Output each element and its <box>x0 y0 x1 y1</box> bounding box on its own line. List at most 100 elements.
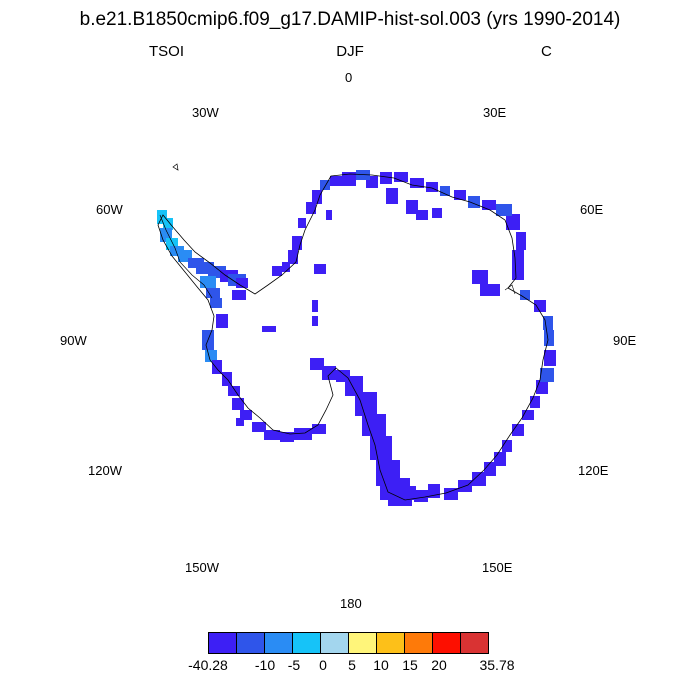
data-cell <box>240 410 252 420</box>
data-cell <box>530 396 540 408</box>
colorbar-label: 35.78 <box>479 657 515 673</box>
data-cell <box>262 326 276 332</box>
colorbar-box <box>348 632 377 654</box>
data-cell <box>306 202 316 214</box>
plot-title: b.e21.B1850cmip6.f09_g17.DAMIP-hist-sol.… <box>79 9 621 30</box>
colorbar-box <box>376 632 405 654</box>
data-cell <box>330 176 342 186</box>
data-cell <box>440 186 450 196</box>
data-cell <box>432 208 442 218</box>
data-cell <box>210 298 222 308</box>
data-cell <box>506 214 520 230</box>
data-cell <box>472 472 486 486</box>
colorbar-label: -40.28 <box>188 657 228 673</box>
colorbar-box <box>292 632 321 654</box>
colorbar-box <box>320 632 349 654</box>
colorbar-label: 15 <box>402 657 418 673</box>
data-cell <box>356 170 370 180</box>
variable-label: TSOI <box>149 43 185 60</box>
antarctica-coastline <box>157 173 549 501</box>
data-cell <box>370 436 392 460</box>
colorbar-box <box>264 632 293 654</box>
data-cell <box>163 218 173 230</box>
island-outline <box>172 163 179 171</box>
season-label: DJF <box>336 43 364 60</box>
colorbar-label: 10 <box>373 657 389 673</box>
data-cell <box>540 368 554 382</box>
data-cell <box>544 350 556 366</box>
data-cell <box>394 172 408 182</box>
data-cell <box>454 190 466 200</box>
data-cell <box>280 432 294 442</box>
data-cell <box>310 358 324 370</box>
colorbar <box>208 632 489 654</box>
colorbar-label: -5 <box>287 657 301 673</box>
data-cell <box>312 300 318 312</box>
data-cell <box>496 204 512 216</box>
data-cell <box>322 366 336 380</box>
ice-shelf-line <box>504 284 516 295</box>
lon-label-30e: 30E <box>483 105 507 120</box>
colorbar-label: 0 <box>319 657 327 673</box>
data-cell <box>314 264 326 274</box>
data-cell <box>228 386 240 396</box>
lon-label-120w: 120W <box>88 463 122 478</box>
data-cell <box>272 266 282 276</box>
lon-label-90w: 90W <box>60 333 87 348</box>
data-cell <box>536 380 548 394</box>
data-cell <box>236 418 244 426</box>
lon-label-180: 180 <box>340 596 362 611</box>
data-cell <box>386 188 398 204</box>
lon-label-30w: 30W <box>192 105 219 120</box>
data-cell <box>406 200 418 214</box>
colorbar-box <box>404 632 433 654</box>
data-cell <box>236 278 248 288</box>
lon-label-150e: 150E <box>482 560 513 575</box>
data-cell <box>544 330 554 346</box>
data-cell <box>252 422 266 432</box>
data-cell <box>494 452 506 466</box>
data-cell <box>426 182 438 192</box>
data-cell <box>216 314 228 328</box>
data-cell <box>170 246 184 256</box>
data-cell <box>416 210 428 220</box>
data-cell <box>326 210 332 220</box>
data-cell <box>232 290 246 300</box>
data-cells <box>157 170 556 506</box>
data-cell <box>520 290 530 300</box>
data-cell <box>482 200 496 210</box>
data-cell <box>355 392 377 416</box>
data-cell <box>212 360 222 374</box>
data-cell <box>320 180 330 190</box>
lon-label-150w: 150W <box>185 560 219 575</box>
colorbar-label: -10 <box>254 657 276 673</box>
data-cell <box>342 172 356 186</box>
colorbar-box <box>432 632 461 654</box>
lon-label-60e: 60E <box>580 202 604 217</box>
units-label: C <box>541 43 552 60</box>
data-cell <box>264 430 280 440</box>
data-cell <box>232 398 244 410</box>
data-cell <box>543 316 553 330</box>
data-cell <box>294 428 312 440</box>
data-cell <box>298 218 306 228</box>
data-cell <box>380 172 392 184</box>
lon-label-90e: 90E <box>613 333 637 348</box>
data-cell <box>472 270 488 284</box>
data-cell <box>312 190 322 204</box>
data-cell <box>288 250 298 264</box>
data-cell <box>312 424 326 434</box>
data-cell <box>522 410 534 420</box>
data-cell <box>206 288 220 298</box>
data-cell <box>200 276 216 288</box>
data-cell <box>484 462 496 476</box>
data-cell <box>410 178 424 188</box>
data-cell <box>414 490 428 502</box>
lon-label-120e: 120E <box>578 463 609 478</box>
data-cell <box>362 414 386 436</box>
colorbar-box <box>208 632 237 654</box>
data-cell <box>292 236 302 250</box>
data-cell <box>312 316 318 326</box>
data-cell <box>502 440 512 452</box>
